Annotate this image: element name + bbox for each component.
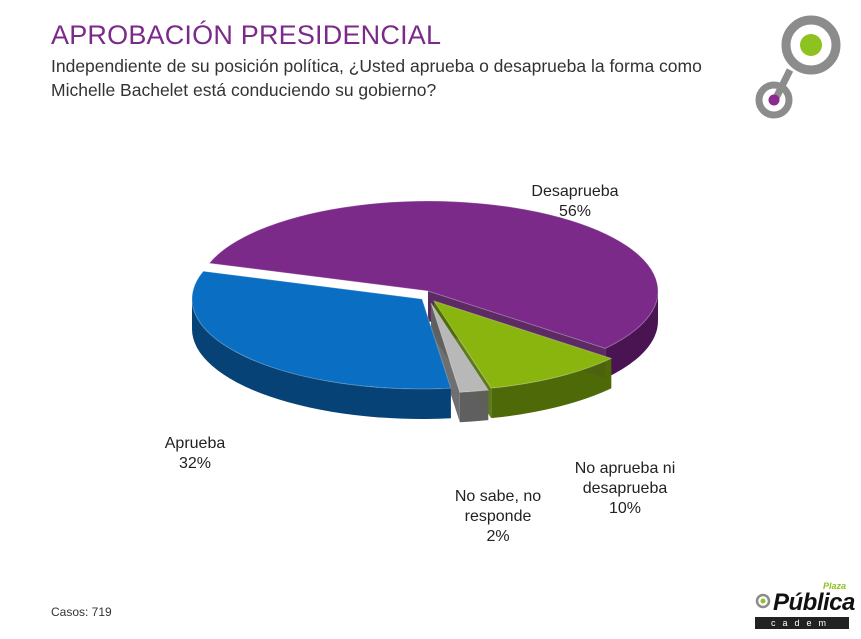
label-desaprueba-value: 56%: [558, 203, 592, 220]
label-desaprueba-name: Desaprueba: [531, 183, 619, 200]
label-nosabe-name-2: responde: [464, 508, 532, 525]
label-nosabe: No sabe, no responde 2%: [438, 487, 558, 547]
label-nosabe-name-1: No sabe, no: [454, 488, 542, 505]
slice-side-0-0: [605, 291, 658, 379]
brand-dot-icon: [755, 593, 771, 609]
slice-wall-2-1: [431, 303, 460, 423]
label-aprueba-value: 32%: [178, 455, 212, 472]
slice-top-1: [432, 300, 613, 389]
brand-bar: cadem: [755, 617, 849, 629]
label-aprueba: Aprueba 32%: [150, 434, 240, 474]
label-desaprueba: Desaprueba 56%: [520, 182, 630, 222]
brand-logo: Pública Plaza cadem: [753, 581, 855, 631]
label-nosabe-value: 2%: [486, 528, 510, 545]
label-ni: No aprueba ni desaprueba 10%: [560, 459, 690, 519]
cases-count: Casos: 719: [51, 605, 112, 619]
question-subtitle: Independiente de su posición política, ¿…: [51, 56, 702, 100]
label-ni-name-2: desaprueba: [582, 480, 668, 497]
slice-top-3: [191, 270, 452, 390]
brand-small: Plaza: [823, 581, 847, 591]
page-title: APROBACIÓN PRESIDENCIAL: [51, 20, 442, 50]
brand-word: Pública: [773, 589, 855, 616]
slice-side-3-0: [192, 299, 451, 419]
label-aprueba-name: Aprueba: [164, 435, 226, 452]
label-ni-value: 10%: [608, 500, 642, 517]
label-ni-name-1: No aprueba ni: [574, 460, 676, 477]
slice-top-2: [430, 302, 490, 393]
slice-top-0: [208, 200, 659, 349]
